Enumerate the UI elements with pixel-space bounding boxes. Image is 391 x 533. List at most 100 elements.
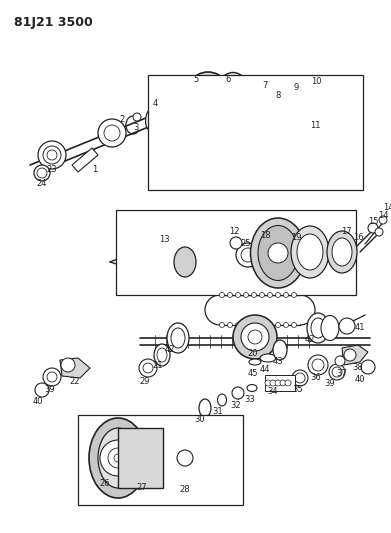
Circle shape (305, 83, 327, 105)
Circle shape (34, 165, 50, 181)
Circle shape (233, 315, 277, 359)
Text: 38: 38 (353, 364, 363, 373)
Ellipse shape (321, 316, 339, 341)
Ellipse shape (157, 348, 167, 362)
Ellipse shape (219, 322, 224, 327)
Ellipse shape (98, 428, 138, 488)
Text: 1: 1 (92, 166, 98, 174)
Ellipse shape (235, 293, 240, 297)
Circle shape (285, 380, 291, 386)
Ellipse shape (145, 104, 165, 132)
Circle shape (100, 440, 136, 476)
Ellipse shape (199, 399, 211, 417)
Ellipse shape (235, 322, 240, 327)
Ellipse shape (244, 293, 249, 297)
Circle shape (301, 96, 329, 124)
Circle shape (332, 367, 342, 377)
Ellipse shape (307, 313, 329, 343)
Circle shape (177, 450, 193, 466)
Ellipse shape (332, 238, 352, 266)
Text: 42: 42 (305, 335, 315, 344)
Text: 39: 39 (325, 378, 335, 387)
Text: 37: 37 (337, 368, 347, 377)
Circle shape (43, 146, 61, 164)
Ellipse shape (187, 80, 229, 136)
Ellipse shape (214, 72, 252, 127)
Text: 32: 32 (231, 400, 241, 409)
Ellipse shape (258, 225, 298, 280)
Circle shape (273, 92, 293, 112)
Polygon shape (342, 345, 368, 365)
Ellipse shape (217, 394, 226, 406)
Ellipse shape (276, 322, 280, 327)
Text: 16: 16 (353, 232, 363, 241)
Text: 39: 39 (45, 385, 55, 394)
Circle shape (368, 223, 378, 233)
Ellipse shape (291, 226, 329, 278)
Text: 10: 10 (311, 77, 321, 86)
Ellipse shape (327, 231, 357, 273)
Circle shape (293, 88, 337, 132)
Text: 31: 31 (213, 408, 223, 416)
Circle shape (308, 355, 328, 375)
Ellipse shape (247, 384, 257, 392)
Circle shape (335, 356, 345, 366)
Circle shape (379, 216, 387, 224)
Text: 15: 15 (368, 217, 378, 227)
Ellipse shape (260, 354, 276, 362)
Text: 42: 42 (165, 345, 175, 354)
Circle shape (248, 330, 262, 344)
Text: 45: 45 (248, 368, 258, 377)
Circle shape (270, 380, 276, 386)
Text: 43: 43 (273, 358, 283, 367)
Circle shape (375, 228, 383, 236)
Text: 25: 25 (241, 238, 251, 247)
Circle shape (307, 102, 323, 118)
Polygon shape (72, 148, 98, 172)
Circle shape (280, 380, 286, 386)
Ellipse shape (283, 293, 289, 297)
Ellipse shape (154, 344, 170, 366)
Circle shape (292, 370, 308, 386)
Circle shape (312, 359, 324, 371)
Circle shape (133, 113, 141, 121)
Text: 5: 5 (194, 76, 199, 85)
Circle shape (98, 119, 126, 147)
Text: 8: 8 (275, 91, 281, 100)
Ellipse shape (311, 318, 325, 338)
Circle shape (143, 363, 153, 373)
Circle shape (38, 141, 66, 169)
Circle shape (61, 358, 75, 372)
Text: 13: 13 (159, 236, 169, 245)
Ellipse shape (273, 340, 287, 360)
Circle shape (47, 150, 57, 160)
Bar (148, 75, 363, 190)
Ellipse shape (174, 247, 196, 277)
Circle shape (268, 243, 288, 263)
Text: 14: 14 (383, 204, 391, 213)
Circle shape (47, 372, 57, 382)
Circle shape (293, 90, 307, 104)
Ellipse shape (251, 218, 305, 288)
Text: 22: 22 (70, 377, 80, 386)
Ellipse shape (244, 322, 249, 327)
Circle shape (236, 243, 260, 267)
Ellipse shape (292, 293, 296, 297)
Circle shape (309, 87, 323, 101)
Text: 24: 24 (37, 179, 47, 188)
Ellipse shape (267, 322, 273, 327)
Ellipse shape (276, 293, 280, 297)
Text: 17: 17 (341, 228, 351, 237)
Text: 18: 18 (260, 230, 270, 239)
Polygon shape (60, 358, 90, 378)
Circle shape (230, 237, 242, 249)
Circle shape (275, 380, 281, 386)
Text: 40: 40 (355, 375, 365, 384)
Text: 27: 27 (137, 483, 147, 492)
Circle shape (241, 323, 269, 351)
Text: 81J21 3500: 81J21 3500 (14, 16, 93, 29)
Circle shape (35, 383, 49, 397)
Text: 6: 6 (225, 76, 231, 85)
Ellipse shape (228, 293, 233, 297)
Ellipse shape (228, 322, 233, 327)
